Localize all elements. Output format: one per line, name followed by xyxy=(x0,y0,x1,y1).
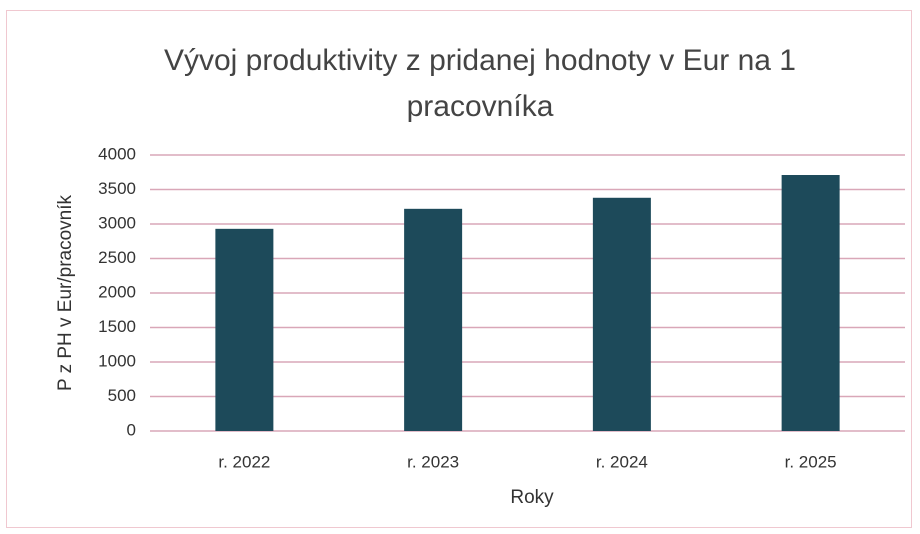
bar xyxy=(592,197,651,431)
y-tick-label: 500 xyxy=(108,386,136,405)
x-tick-label: r. 2025 xyxy=(785,452,837,471)
y-tick-label: 3500 xyxy=(98,179,136,198)
bar xyxy=(404,208,463,431)
x-axis-label: Roky xyxy=(510,487,554,508)
y-tick-label: 1500 xyxy=(98,317,136,336)
y-tick-label: 4000 xyxy=(98,144,136,163)
bar xyxy=(781,175,840,431)
chart-frame xyxy=(6,10,912,528)
y-tick-label: 2000 xyxy=(98,282,136,301)
y-tick-label: 0 xyxy=(127,420,136,439)
x-tick-label: r. 2022 xyxy=(218,452,270,471)
x-tick-label: r. 2024 xyxy=(596,452,648,471)
y-tick-label: 1000 xyxy=(98,351,136,370)
x-tick-label: r. 2023 xyxy=(407,452,459,471)
bar xyxy=(215,228,274,431)
chart-title: Vývoj produktivity z pridanej hodnoty v … xyxy=(163,44,796,123)
y-tick-label: 3000 xyxy=(98,213,136,232)
y-axis-label: P z PH v Eur/pracovník xyxy=(55,194,76,391)
y-tick-label: 2500 xyxy=(98,248,136,267)
